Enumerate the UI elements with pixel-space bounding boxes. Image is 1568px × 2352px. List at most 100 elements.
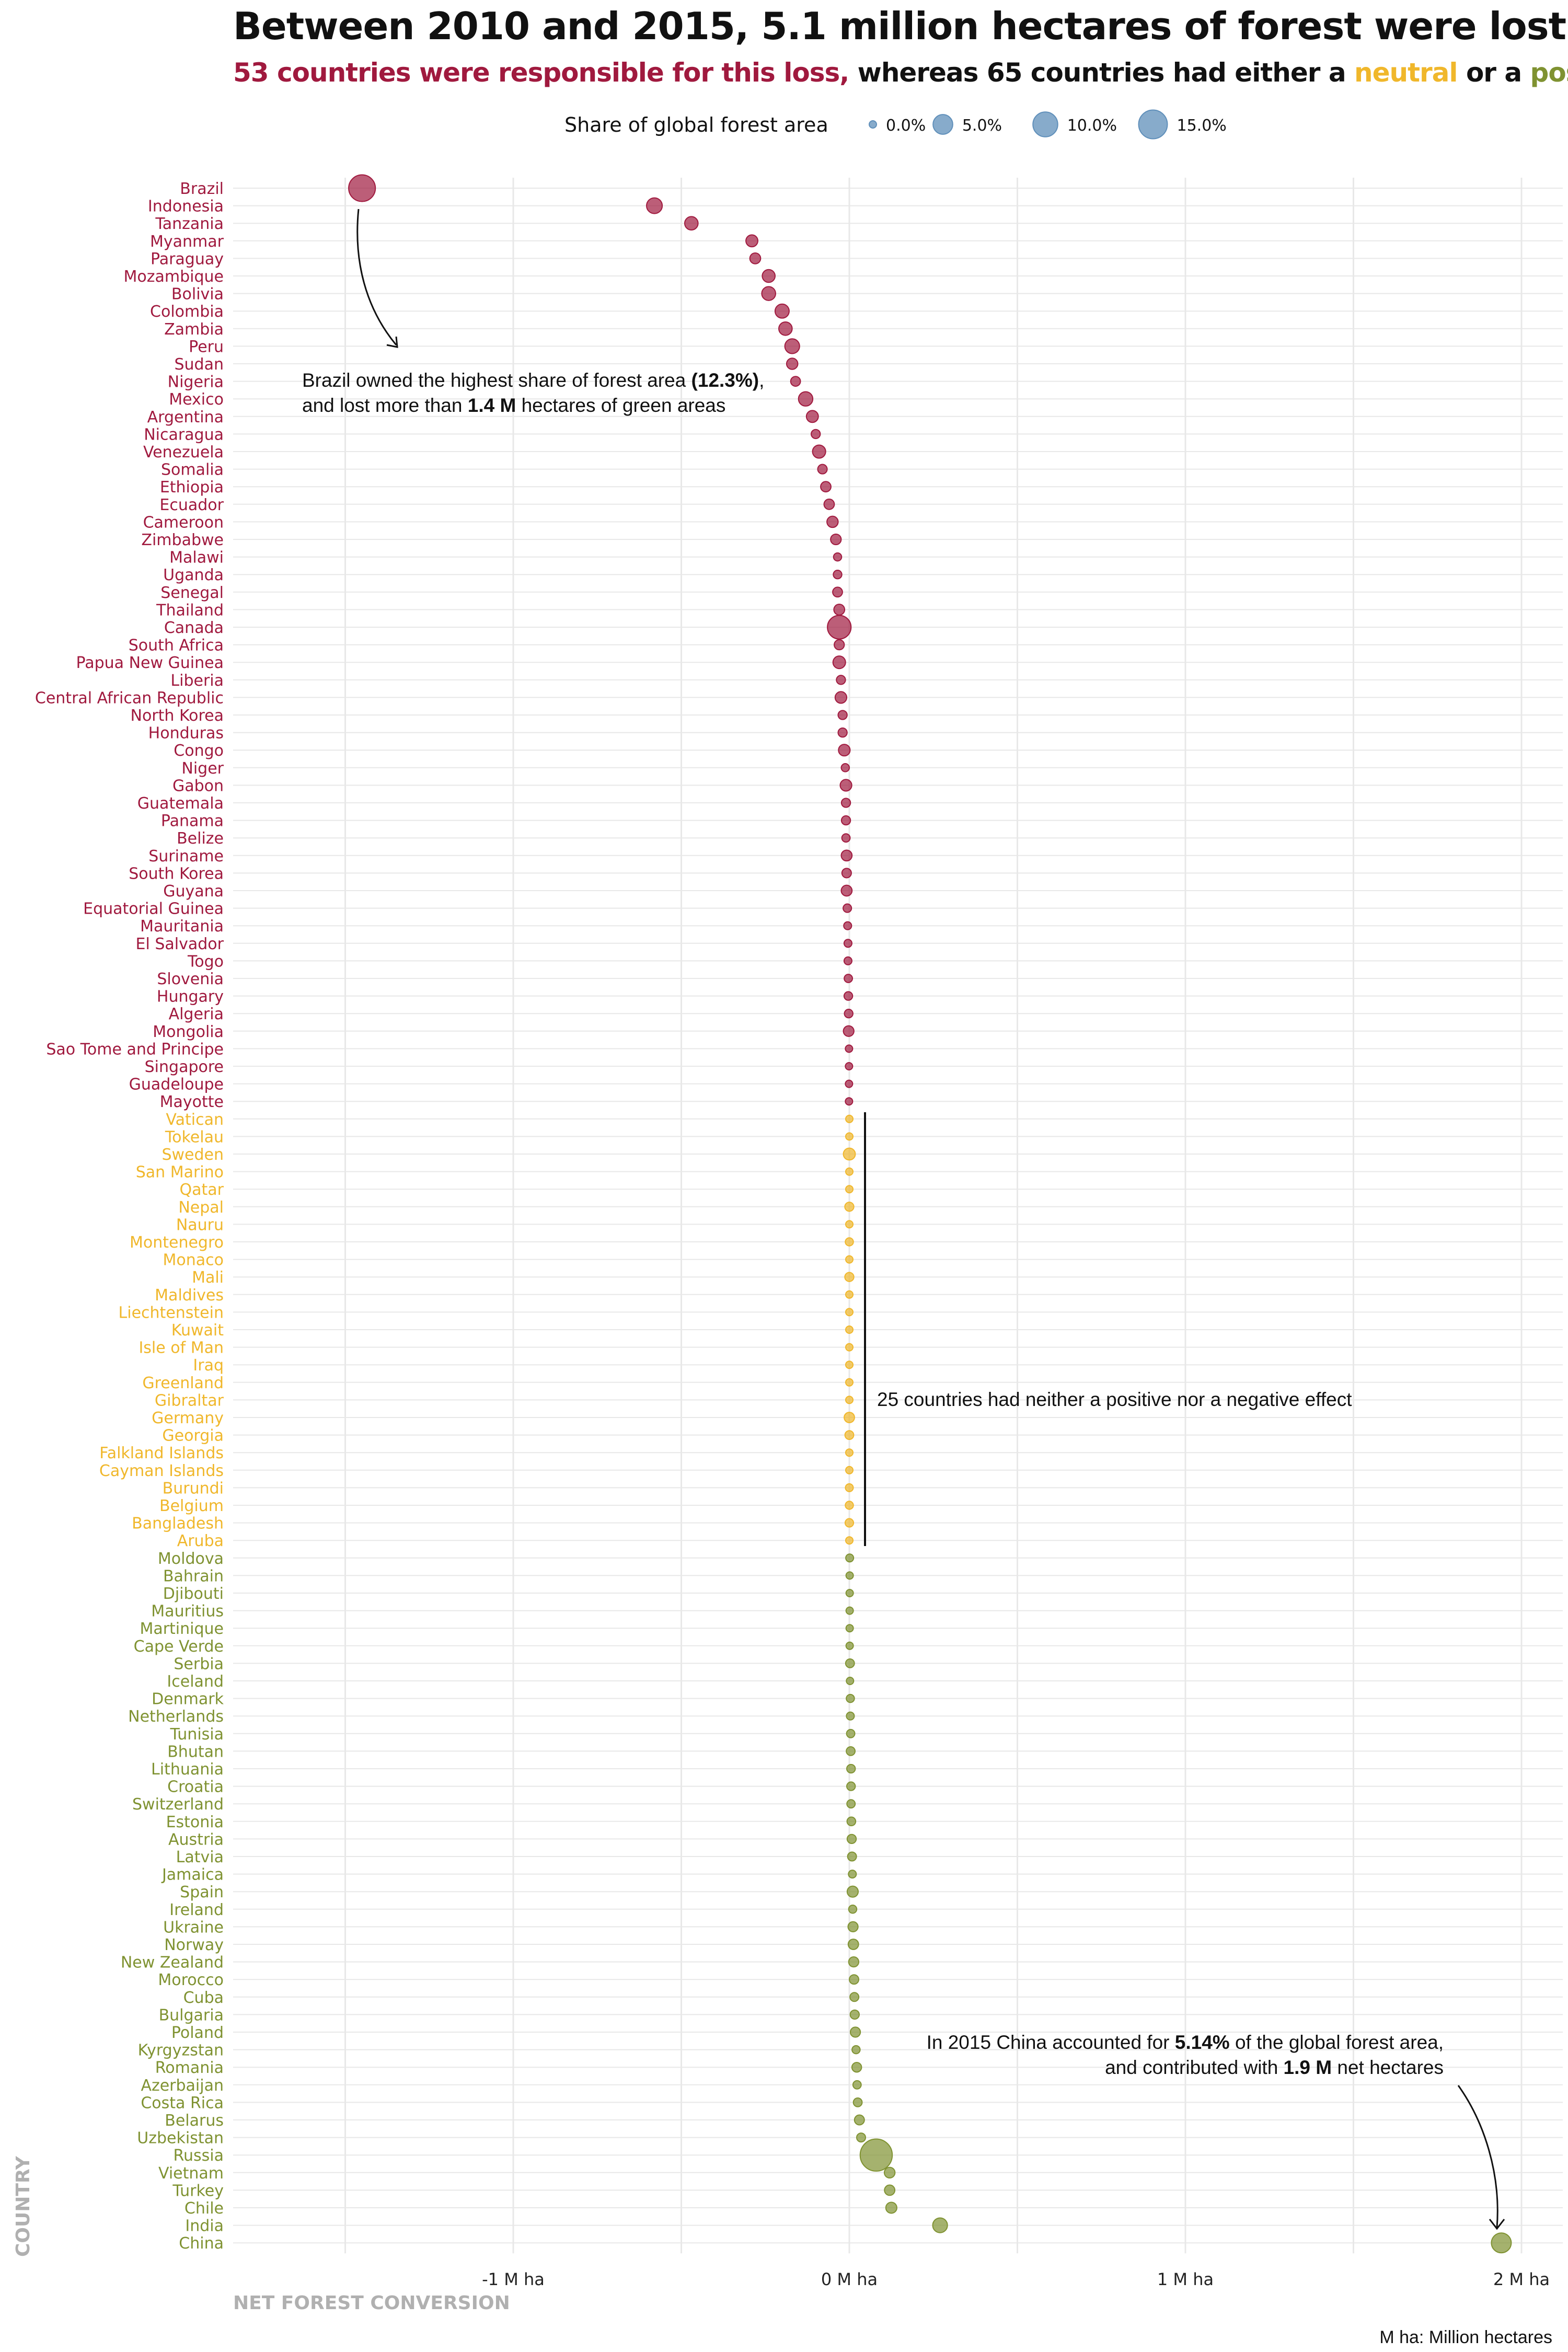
legend-dot: [869, 120, 877, 129]
country-label: Cuba: [183, 1989, 224, 2007]
footnote: M ha: Million hectares: [1379, 2327, 1552, 2347]
country-label: Falkland Islands: [99, 1444, 224, 1462]
country-dot: [852, 2097, 863, 2107]
country-label: Venezuela: [143, 443, 224, 462]
country-label: Honduras: [148, 724, 224, 743]
country-dot: [844, 1518, 855, 1528]
country-label: Liberia: [170, 672, 224, 690]
country-dot: [805, 410, 819, 423]
country-dot: [790, 376, 801, 387]
country-label: Thailand: [156, 601, 224, 619]
country-label: India: [185, 2217, 224, 2235]
country-dots: [348, 174, 1512, 2254]
country-label: Indonesia: [148, 198, 224, 216]
country-label: Denmark: [152, 1690, 224, 1709]
country-dot: [843, 956, 852, 965]
country-dot: [826, 515, 839, 528]
chart-legend: Share of global forest area 0.0% 5.0% 10.0…: [564, 109, 1227, 140]
country-dot: [845, 1079, 854, 1088]
country-dot: [846, 1763, 856, 1774]
country-label: Chile: [185, 2199, 224, 2218]
country-dot: [845, 1589, 854, 1597]
country-label: Uzbekistan: [137, 2129, 224, 2148]
country-dot: [684, 216, 699, 230]
country-dot: [761, 286, 776, 301]
country-dot: [844, 1202, 855, 1212]
country-dot: [854, 2114, 865, 2126]
country-label: Bangladesh: [132, 1515, 224, 1533]
country-dot: [845, 1361, 854, 1369]
country-dot: [845, 1624, 854, 1633]
country-dot: [845, 1378, 854, 1387]
country-dot: [837, 710, 848, 720]
country-dot: [851, 2045, 861, 2055]
country-dot: [885, 2201, 897, 2214]
country-dot: [845, 1396, 854, 1404]
country-dot: [778, 321, 793, 336]
country-dot: [833, 604, 846, 616]
country-label: Ukraine: [163, 1918, 224, 1936]
country-label: Turkey: [172, 2182, 224, 2200]
country-label: Iceland: [167, 1673, 224, 1691]
country-dot: [1491, 2232, 1512, 2254]
country-label: Malawi: [169, 549, 224, 567]
country-dot: [883, 2166, 896, 2179]
country-dot: [859, 2138, 893, 2172]
country-label: Georgia: [162, 1427, 224, 1445]
country-label: Lithuania: [151, 1760, 224, 1779]
country-dot: [836, 675, 846, 685]
legend-dot: [1032, 111, 1058, 137]
country-dot: [845, 1536, 854, 1545]
country-dot: [774, 303, 790, 319]
country-label: Ecuador: [159, 496, 224, 514]
country-dot: [845, 1114, 854, 1123]
country-label: Mexico: [169, 390, 224, 409]
country-label: Niger: [181, 759, 224, 778]
country-dot: [843, 921, 852, 930]
country-label: Burundi: [163, 1479, 224, 1497]
country-dot: [840, 884, 853, 897]
country-dot: [846, 1834, 857, 1844]
subtitle-neutral: neutral: [1354, 57, 1458, 88]
country-label: Algeria: [169, 1005, 224, 1023]
country-dot: [841, 868, 852, 879]
country-dot: [849, 2009, 860, 2020]
country-label: Qatar: [180, 1181, 224, 1199]
country-label: Belize: [177, 829, 224, 848]
country-label: Nigeria: [168, 373, 224, 391]
country-dot: [846, 1781, 856, 1791]
country-label: Hungary: [157, 988, 224, 1006]
country-dot: [840, 798, 851, 808]
country-dot: [837, 727, 848, 738]
country-label: Aruba: [177, 1532, 224, 1550]
country-dot: [843, 1025, 855, 1037]
country-label: Moldova: [158, 1550, 224, 1568]
country-label: Kyrgyzstan: [138, 2042, 224, 2060]
country-label: Brazil: [180, 180, 224, 198]
country-dot: [856, 2132, 867, 2143]
brazil-annotation: Brazil owned the highest share of forest…: [302, 209, 764, 416]
country-dot: [852, 2080, 862, 2090]
country-dot: [798, 391, 814, 407]
country-dot: [848, 1870, 857, 1879]
country-label: Guadeloupe: [129, 1076, 224, 1094]
country-label: Senegal: [160, 584, 224, 602]
country-dot: [845, 1466, 854, 1474]
country-dot: [830, 533, 842, 546]
country-dot: [839, 779, 852, 792]
country-label: Latvia: [176, 1848, 224, 1866]
country-label: Isle of Man: [139, 1339, 224, 1357]
country-dot: [844, 1430, 855, 1440]
country-label: Peru: [189, 338, 224, 356]
china-annotation: In 2015 China accounted for 5.14% of the…: [927, 2032, 1505, 2230]
country-label: Mozambique: [124, 268, 224, 286]
country-label: Poland: [171, 2024, 224, 2042]
country-dot: [843, 991, 854, 1001]
china-note-line2: and contributed with 1.9 M net hectares: [1105, 2057, 1444, 2078]
country-label: Vatican: [166, 1111, 224, 1129]
chart-title: Between 2010 and 2015, 5.1 million hecta…: [233, 4, 1568, 48]
country-label: Cayman Islands: [99, 1462, 224, 1480]
country-label: Central African Republic: [35, 689, 224, 707]
country-dot: [832, 586, 843, 598]
country-label: Jamaica: [161, 1866, 224, 1884]
